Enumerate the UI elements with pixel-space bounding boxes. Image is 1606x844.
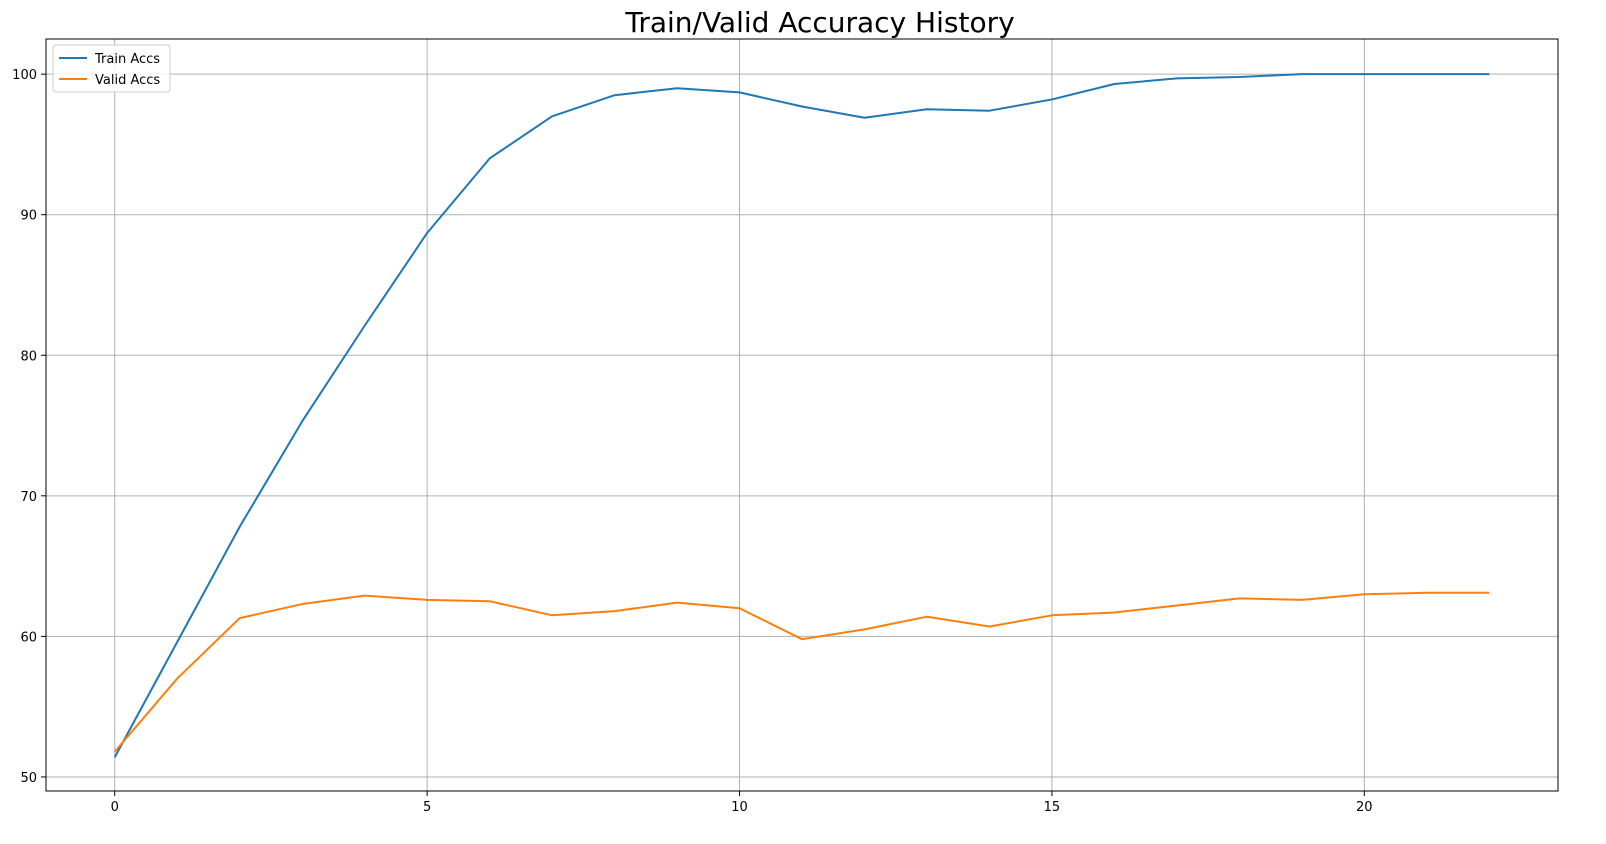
x-tick-label: 0 [111,800,119,815]
legend-label: Train Accs [94,52,160,67]
y-tick-label: 70 [20,490,37,505]
legend-box [52,44,171,93]
y-tick-label: 80 [20,349,37,364]
x-tick-label: 10 [731,800,748,815]
x-tick-label: 20 [1356,800,1373,815]
y-tick-label: 90 [20,209,37,224]
series-line-train [113,73,1490,758]
series-line-valid [113,591,1490,753]
y-tick-label: 100 [12,68,37,83]
plot-frame [45,38,1559,792]
chart-title: Train/Valid Accuracy History [624,6,1014,39]
y-tick-label: 60 [20,630,37,645]
y-tick-label: 50 [20,771,37,786]
x-tick-label: 15 [1044,800,1061,815]
series-layer [113,73,1490,758]
legend: Train Accs Valid Accs [52,44,171,93]
grid [46,39,1558,791]
legend-label: Valid Accs [95,73,160,88]
axis-ticks: 0 5 10 15 20 50 60 70 80 90 100 [12,68,1372,815]
x-tick-label: 5 [423,800,431,815]
